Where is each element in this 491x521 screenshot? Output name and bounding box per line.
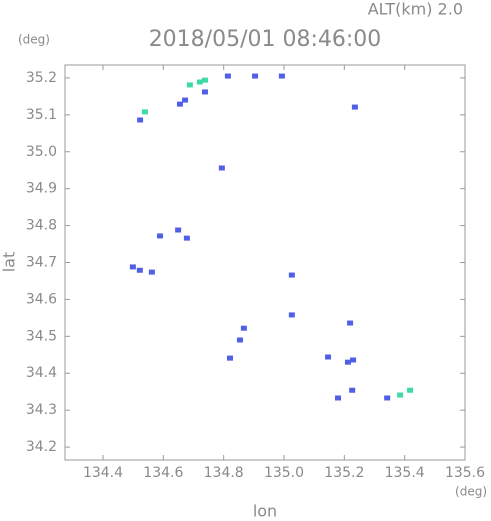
- y-tick-label: 34.5: [26, 328, 57, 344]
- x-tick-label: 135.6: [445, 465, 485, 481]
- echo-cell: [201, 89, 208, 95]
- y-tick-label: 35.2: [26, 70, 57, 86]
- x-tick-label: 135.0: [264, 465, 304, 481]
- echo-cell: [218, 165, 225, 171]
- echo-cell: [335, 395, 342, 401]
- echo-cell: [148, 269, 155, 275]
- x-tick-label: 135.2: [324, 465, 364, 481]
- y-tick-label: 34.7: [26, 255, 57, 271]
- x-tick-label: 134.6: [143, 465, 183, 481]
- echo-cell: [278, 73, 285, 79]
- chart-title: 2018/05/01 08:46:00: [149, 27, 382, 52]
- echo-cell: [349, 387, 356, 393]
- plot-frame: [64, 64, 466, 461]
- y-tick-label: 34.6: [26, 291, 57, 307]
- echo-cell: [288, 272, 295, 278]
- y-tick-label: 34.9: [26, 181, 57, 197]
- echo-cell: [240, 325, 247, 331]
- y-tick-label: 35.0: [26, 144, 57, 160]
- x-axis-label: lon: [253, 502, 277, 521]
- echo-cell: [344, 359, 351, 365]
- echo-cell: [186, 82, 193, 88]
- echo-cell: [224, 73, 231, 79]
- echo-cell: [227, 355, 234, 361]
- echo-cell: [175, 227, 182, 233]
- echo-cell: [157, 233, 164, 239]
- y-tick-label: 34.3: [26, 402, 57, 418]
- echo-cell: [407, 387, 414, 393]
- echo-cell: [288, 312, 295, 318]
- chart-subtitle: ALT(km) 2.0: [368, 0, 463, 19]
- echo-cell: [129, 264, 136, 270]
- echo-cell: [176, 101, 183, 107]
- x-tick-label: 135.4: [385, 465, 425, 481]
- echo-cell: [236, 337, 243, 343]
- y-axis-label: lat: [0, 252, 19, 273]
- echo-cell: [350, 357, 357, 363]
- echo-cell: [397, 392, 404, 398]
- echo-cell: [136, 267, 143, 273]
- x-unit: (deg): [455, 485, 487, 499]
- echo-cell: [141, 109, 148, 115]
- x-tick-label: 134.8: [204, 465, 244, 481]
- y-tick-label: 34.8: [26, 218, 57, 234]
- echo-cell: [196, 79, 203, 85]
- y-tick-label: 34.2: [26, 439, 57, 455]
- echo-cell: [201, 77, 208, 83]
- echo-cell: [183, 235, 190, 241]
- y-tick-label: 34.4: [26, 365, 57, 381]
- echo-cell: [137, 117, 144, 123]
- y-unit: (deg): [18, 33, 50, 47]
- echo-cell: [351, 104, 358, 110]
- echo-cell: [325, 354, 332, 360]
- echo-cell: [252, 73, 259, 79]
- x-tick-label: 134.4: [83, 465, 123, 481]
- echo-cell: [182, 97, 189, 103]
- y-tick-label: 35.1: [26, 107, 57, 123]
- echo-cell: [384, 395, 391, 401]
- echo-cell: [347, 320, 354, 326]
